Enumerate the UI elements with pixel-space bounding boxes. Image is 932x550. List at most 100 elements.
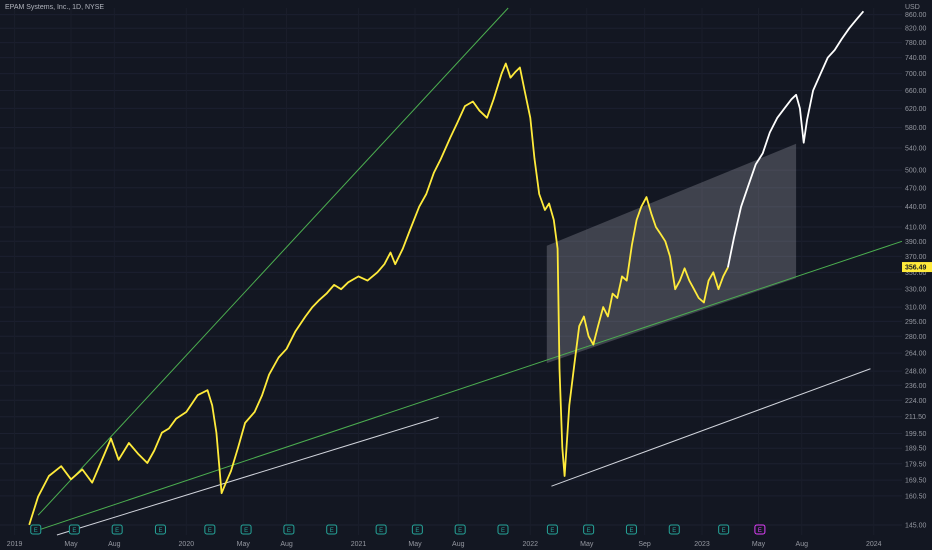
earnings-marker-box (546, 524, 558, 535)
y-tick-label: 199.50 (905, 431, 927, 438)
earnings-marker-label: E (72, 528, 76, 534)
x-tick-label: 2023 (694, 541, 710, 548)
y-tick-label: 440.00 (905, 204, 927, 211)
currency-label: USD (905, 4, 920, 11)
y-tick-label: 500.00 (905, 168, 927, 175)
y-tick-label: 264.00 (905, 351, 927, 358)
x-tick-label: May (580, 541, 594, 548)
y-tick-label: 295.00 (905, 319, 927, 326)
earnings-marker-label: E (244, 528, 248, 534)
y-tick-label: 540.00 (905, 146, 927, 153)
earnings-marker[interactable]: E (204, 524, 216, 535)
price-series-1 (28, 62, 729, 526)
earnings-marker[interactable]: E (454, 524, 466, 535)
y-tick-label: 660.00 (905, 88, 927, 95)
earnings-marker-box (204, 524, 216, 535)
trendline-4 (551, 368, 871, 487)
x-tick-label: 2021 (351, 541, 367, 548)
grid (0, 8, 902, 535)
chart-title: EPAM Systems, Inc., 1D, NYSE (5, 4, 105, 11)
y-tick-label: 390.00 (905, 239, 927, 246)
trendline-3 (56, 416, 439, 536)
earnings-marker-label: E (672, 528, 676, 534)
y-tick-label: 820.00 (905, 26, 927, 33)
earnings-marker[interactable]: E (326, 524, 338, 535)
earnings-marker[interactable]: E (718, 524, 730, 535)
earnings-marker-label: E (330, 528, 334, 534)
y-tick-label: 280.00 (905, 334, 927, 341)
x-tick-label: Aug (796, 541, 809, 548)
trendline-2 (35, 240, 903, 532)
earnings-marker-label: E (415, 528, 419, 534)
earnings-marker-label: E (587, 528, 591, 534)
y-tick-label: 179.50 (905, 461, 927, 468)
x-tick-label: 2024 (866, 541, 882, 548)
earnings-marker[interactable]: E (411, 524, 423, 535)
earnings-marker-label: E (34, 528, 38, 534)
trendline-layer (35, 7, 903, 536)
earnings-marker-box (497, 524, 509, 535)
earnings-marker[interactable]: E (625, 524, 637, 535)
earnings-marker[interactable]: E (154, 524, 166, 535)
y-tick-label: 350.00 (905, 270, 927, 277)
earnings-marker[interactable]: E (583, 524, 595, 535)
y-tick-label: 780.00 (905, 40, 927, 47)
x-tick-label: May (752, 541, 766, 548)
last-price-layer: 356.49 (902, 262, 932, 273)
x-tick-label: May (408, 541, 422, 548)
y-tick-label: 330.00 (905, 287, 927, 294)
x-tick-label: May (64, 541, 78, 548)
y-axis[interactable]: 145.00 160.50 169.50 179.50 189.50 199.50 211.… (905, 4, 927, 529)
y-tick-label: 310.00 (905, 305, 927, 312)
earnings-marker-label: E (501, 528, 505, 534)
y-tick-label: 860.00 (905, 12, 927, 19)
y-tick-label: 470.00 (905, 185, 927, 192)
earnings-marker-label: E (208, 528, 212, 534)
earnings-marker-box (625, 524, 637, 535)
y-tick-label: 224.00 (905, 398, 927, 405)
earnings-marker[interactable]: E (375, 524, 387, 535)
earnings-marker[interactable]: E (30, 524, 42, 535)
earnings-marker-label: E (758, 528, 762, 534)
y-tick-label: 248.00 (905, 369, 927, 376)
y-tick-label: 189.50 (905, 446, 927, 453)
earnings-marker-box (326, 524, 338, 535)
x-tick-label: Aug (280, 541, 293, 548)
earnings-marker[interactable]: E (754, 524, 766, 535)
earnings-marker-box (583, 524, 595, 535)
y-tick-label: 169.50 (905, 478, 927, 485)
last-price-label: 356.49 (905, 265, 927, 272)
earnings-marker-box (454, 524, 466, 535)
earnings-marker-label: E (629, 528, 633, 534)
y-tick-label: 580.00 (905, 125, 927, 132)
earnings-marker[interactable]: E (283, 524, 295, 535)
earnings-marker-box (283, 524, 295, 535)
earnings-marker[interactable]: E (668, 524, 680, 535)
x-tick-label: 2020 (179, 541, 195, 548)
earnings-marker-box (668, 524, 680, 535)
y-tick-label: 160.50 (905, 493, 927, 500)
x-tick-label: May (237, 541, 251, 548)
x-axis[interactable]: 2019 May Aug 2020 May Aug 2021 May Aug 2022 May Sep… (7, 541, 882, 548)
earnings-marker[interactable]: E (68, 524, 80, 535)
y-tick-label: 700.00 (905, 71, 927, 78)
earnings-marker[interactable]: E (546, 524, 558, 535)
earnings-marker[interactable]: E (240, 524, 252, 535)
x-tick-label: 2019 (7, 541, 23, 548)
y-tick-label: 145.00 (905, 522, 927, 529)
y-tick-label: 410.00 (905, 224, 927, 231)
y-tick-label: 236.00 (905, 383, 927, 390)
series-layer (28, 10, 865, 526)
x-tick-label: Sep (638, 541, 651, 548)
y-tick-label: 211.50 (905, 414, 926, 421)
earnings-marker[interactable]: E (111, 524, 123, 535)
earnings-marker-box (411, 524, 423, 535)
price-series-2 (727, 10, 865, 268)
earnings-marker-label: E (115, 528, 119, 534)
y-tick-label: 620.00 (905, 106, 927, 113)
earnings-marker[interactable]: E (497, 524, 509, 535)
earnings-marker-box (30, 524, 42, 535)
x-tick-label: Aug (452, 541, 465, 548)
